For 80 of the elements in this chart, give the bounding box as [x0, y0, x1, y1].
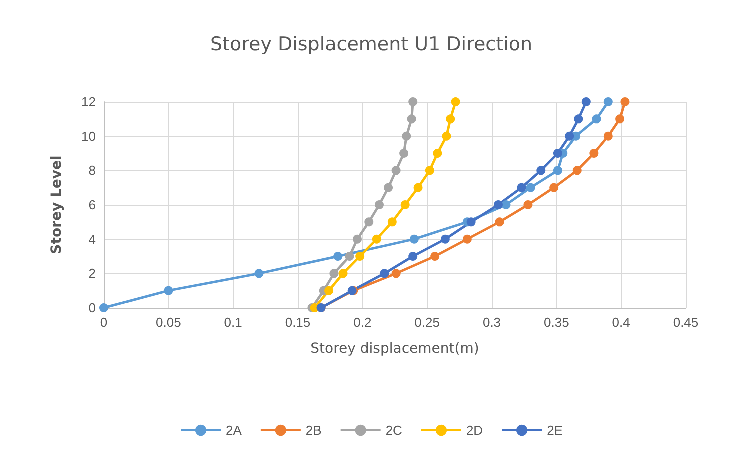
point: [408, 98, 418, 106]
point: [254, 269, 264, 278]
point: [374, 200, 384, 210]
x-tick-label: 0.3: [482, 315, 502, 330]
y-tick-label: 12: [82, 94, 96, 110]
x-tick-label: 0.05: [156, 315, 182, 330]
point: [517, 183, 526, 192]
x-tick-label: 0.1: [224, 315, 242, 330]
point: [495, 218, 504, 227]
point: [407, 114, 416, 124]
point: [550, 183, 559, 192]
point: [451, 98, 460, 106]
point: [440, 234, 450, 244]
point: [408, 252, 418, 261]
point: [100, 304, 108, 312]
point: [462, 234, 472, 244]
point: [334, 252, 343, 261]
legend-label: 2C: [386, 423, 402, 438]
point: [446, 114, 456, 124]
point: [524, 200, 533, 210]
point: [442, 132, 452, 141]
point: [565, 132, 574, 141]
point: [502, 200, 511, 210]
point: [433, 149, 442, 158]
y-tick-label: 4: [88, 232, 96, 247]
x-tick-label: 0.4: [612, 315, 630, 330]
point: [400, 149, 409, 158]
point: [410, 234, 419, 244]
point: [466, 218, 476, 227]
point: [604, 98, 613, 106]
point: [536, 166, 546, 176]
point: [372, 234, 382, 244]
point: [388, 218, 397, 227]
point: [620, 98, 630, 106]
point: [582, 98, 591, 106]
point: [526, 183, 536, 192]
point: [553, 166, 562, 176]
point: [400, 200, 410, 210]
point: [494, 200, 503, 210]
point: [616, 114, 625, 124]
point: [380, 269, 390, 278]
point: [430, 252, 440, 261]
x-tick-label: 0.45: [673, 315, 699, 330]
legend-label: 2A: [226, 423, 242, 438]
y-tick-label: 0: [88, 300, 96, 316]
point: [324, 286, 334, 296]
y-tick-label: 10: [82, 128, 96, 144]
point: [574, 114, 584, 124]
point: [604, 132, 613, 141]
y-tick-label: 6: [88, 198, 96, 212]
point: [425, 166, 434, 176]
legend-label: 2E: [547, 423, 564, 438]
point: [392, 166, 401, 176]
point: [553, 149, 562, 158]
point: [402, 132, 412, 141]
x-tick-label: 0.25: [414, 315, 440, 330]
point: [392, 269, 401, 278]
point: [330, 269, 339, 278]
point: [345, 252, 354, 261]
point: [164, 286, 174, 296]
y-tick-label: 8: [88, 163, 96, 178]
x-tick-label: 0.15: [285, 315, 311, 330]
x-tick-label: 0.2: [354, 315, 372, 330]
legend-label: 2B: [306, 423, 322, 438]
point: [572, 166, 582, 176]
x-tick-label: 0.35: [544, 315, 570, 330]
point: [356, 252, 365, 261]
x-axis-title: Storey displacement(m): [310, 341, 480, 357]
y-axis-title: Storey Level: [49, 156, 65, 254]
legend-label: 2D: [466, 423, 484, 438]
point: [364, 218, 374, 227]
x-tick-label: 0: [100, 315, 108, 330]
point: [592, 114, 602, 124]
point: [414, 183, 423, 192]
point: [338, 269, 348, 278]
point: [384, 183, 394, 192]
chart-title: Storey Displacement U1 Direction: [210, 34, 533, 56]
point: [590, 149, 599, 158]
point: [353, 234, 362, 244]
y-tick-label: 2: [88, 266, 96, 282]
